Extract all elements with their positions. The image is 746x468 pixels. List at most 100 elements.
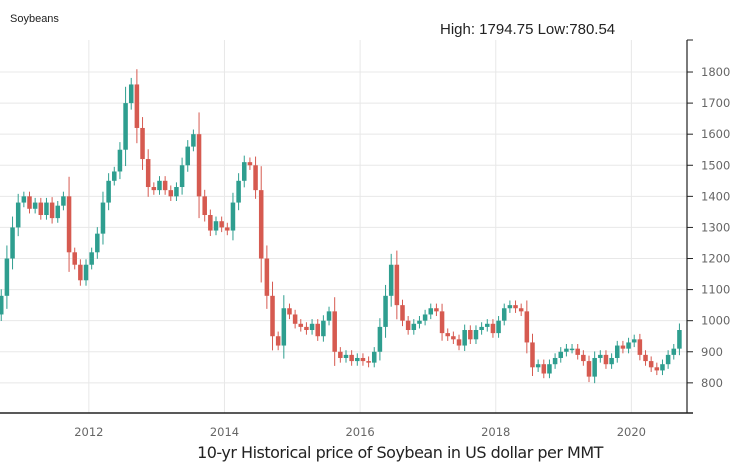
candle-up (428, 308, 434, 315)
candle-down (66, 196, 72, 253)
candle-up (462, 330, 467, 346)
candle-up (281, 308, 287, 346)
candle-up (564, 348, 569, 352)
candle-up (485, 323, 490, 327)
candle-up (626, 342, 631, 349)
candle-up (326, 311, 332, 321)
candle-up (631, 339, 637, 343)
y-tick-label: 1600 (701, 127, 730, 141)
candle-up (569, 348, 575, 351)
candle-down (603, 354, 609, 365)
candle-up (321, 320, 326, 337)
candle-up (128, 84, 134, 104)
candle-down (643, 354, 648, 362)
candle-up (558, 351, 564, 358)
candle-down (202, 196, 207, 215)
candle-up (236, 180, 241, 203)
candle-down (38, 202, 44, 215)
candle-up (479, 326, 484, 331)
candle-down (292, 314, 298, 324)
candle-down (637, 339, 643, 355)
candle-down (72, 252, 77, 265)
candle-up (665, 354, 671, 365)
candle-down (445, 333, 450, 337)
y-tick-label: 1800 (701, 65, 730, 79)
candle-down (247, 162, 253, 166)
candle-down (394, 264, 400, 306)
candle-down (530, 342, 535, 368)
candle-up (4, 258, 10, 296)
candle-down (196, 134, 202, 197)
candle-down (219, 221, 224, 228)
candle-up (309, 323, 315, 331)
x-tick-label: 2012 (74, 425, 103, 439)
candle-down (298, 323, 304, 327)
candle-up (671, 348, 677, 355)
candle-down (208, 214, 213, 231)
candle-up (185, 146, 191, 166)
candle-up (496, 320, 501, 334)
candle-up (55, 205, 61, 219)
candle-down (275, 336, 281, 346)
candle-up (355, 357, 360, 362)
candle-up (100, 202, 106, 234)
chart-symbol-label: Soybeans (10, 13, 59, 25)
candle-up (10, 227, 15, 259)
candle-up (21, 196, 27, 203)
candle-up (241, 162, 247, 181)
candle-down (620, 345, 626, 349)
y-tick-label: 900 (701, 345, 723, 359)
candle-down (304, 326, 309, 331)
high-low-readout: High: 1794.75 Low:780.54 (440, 21, 616, 38)
candle-down (168, 190, 174, 197)
candle-down (145, 159, 151, 188)
candle-up (179, 165, 185, 188)
candle-up (507, 305, 513, 309)
candle-down (490, 323, 496, 334)
y-tick-label: 1200 (701, 252, 730, 266)
candle-up (117, 149, 123, 172)
candle-down (541, 364, 547, 374)
candle-down (49, 202, 55, 219)
candle-up (123, 103, 128, 150)
candle-down (468, 330, 473, 340)
candle-up (422, 314, 428, 321)
candle-down (258, 190, 264, 259)
y-tick-label: 800 (701, 376, 723, 390)
candle-down (518, 308, 524, 312)
candle-down (78, 264, 83, 281)
candle-down (315, 323, 320, 337)
candle-up (552, 357, 558, 365)
candle-up (473, 330, 479, 340)
candle-down (151, 187, 157, 191)
candle-down (27, 196, 32, 209)
candle-up (614, 345, 620, 358)
candle-up (417, 320, 422, 324)
candle-up (411, 323, 417, 331)
candle-up (157, 180, 162, 191)
candle-down (586, 361, 592, 377)
candle-up (89, 252, 94, 265)
candle-down (162, 180, 168, 191)
candle-down (253, 165, 258, 191)
candle-up (609, 357, 614, 365)
candle-up (213, 221, 219, 231)
candle-down (575, 348, 580, 355)
candle-down (456, 339, 462, 346)
candle-down (451, 336, 456, 340)
candle-down (360, 357, 366, 362)
y-tick-label: 1300 (701, 220, 730, 234)
candle-up (83, 264, 89, 281)
candle-up (106, 180, 111, 203)
candle-up (112, 171, 117, 181)
x-tick-label: 2014 (210, 425, 239, 439)
candle-down (439, 311, 445, 334)
candle-up (174, 187, 179, 197)
candle-up (383, 295, 388, 327)
candle-up (230, 202, 236, 231)
candle-down (513, 305, 518, 309)
candle-down (140, 127, 145, 160)
chart-caption: 10-yr Historical price of Soybean in US … (197, 443, 603, 462)
candle-up (660, 364, 665, 371)
